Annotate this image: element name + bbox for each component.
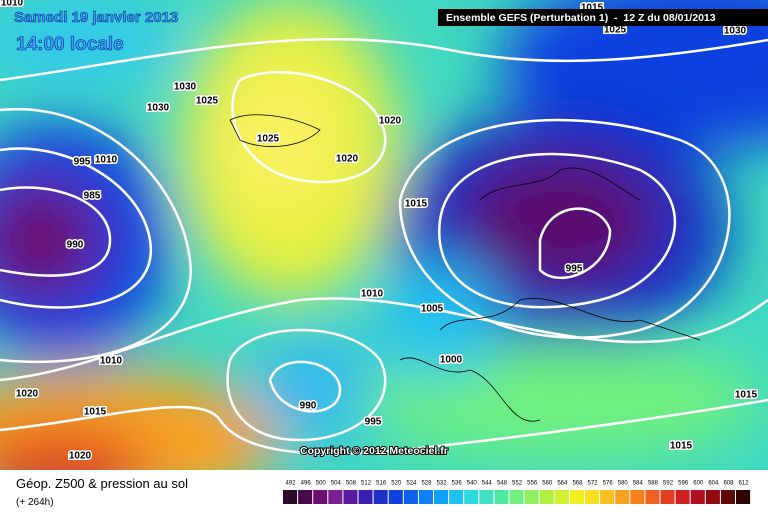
colorbar-swatch xyxy=(615,490,630,504)
colorbar-label: 568 xyxy=(572,481,583,487)
colorbar-label: 504 xyxy=(331,481,342,487)
colorbar-swatch xyxy=(705,490,720,504)
colorbar-swatch xyxy=(313,490,328,504)
caption: Géop. Z500 & pression au sol xyxy=(16,476,188,491)
isobar-label: 1015 xyxy=(735,390,758,401)
colorbar: 492 496 500 504 508 512 516 520 524 528 532 536 540 5… xyxy=(283,481,751,504)
colorbar-swatch xyxy=(675,490,690,504)
colorbar-swatch xyxy=(449,490,464,504)
colorbar-swatch xyxy=(630,490,645,504)
isobar-label: 995 xyxy=(566,264,583,275)
colorbar-swatch xyxy=(358,490,373,504)
isobar-label: 1025 xyxy=(196,96,219,107)
colorbar-swatch xyxy=(539,490,554,504)
colorbar-label: 532 xyxy=(437,481,448,487)
colorbar-swatch xyxy=(509,490,524,504)
colorbar-label: 544 xyxy=(482,481,493,487)
date-title: Samedi 19 janvier 2013 xyxy=(14,9,178,26)
colorbar-label: 564 xyxy=(557,481,568,487)
colorbar-swatch xyxy=(388,490,403,504)
colorbar-label: 492 xyxy=(286,481,297,487)
colorbar-swatch xyxy=(298,490,313,504)
colorbar-label: 520 xyxy=(391,481,402,487)
model-banner xyxy=(438,9,768,26)
isobar-label: 1030 xyxy=(174,82,197,93)
colorbar-label: 584 xyxy=(633,481,644,487)
colorbar-label: 592 xyxy=(663,481,674,487)
colorbar-label: 528 xyxy=(421,481,432,487)
colorbar-label: 524 xyxy=(406,481,417,487)
colorbar-label: 556 xyxy=(527,481,538,487)
isobar-label: 1030 xyxy=(147,103,170,114)
isobar-label: 1020 xyxy=(69,451,92,462)
colorbar-label: 596 xyxy=(678,481,689,487)
isobar-label: 1010 xyxy=(95,155,118,166)
isobar-label: 1015 xyxy=(670,441,693,452)
isobar-label: 1015 xyxy=(405,199,428,210)
colorbar-label: 572 xyxy=(588,481,599,487)
colorbar-label: 580 xyxy=(618,481,629,487)
colorbar-swatch xyxy=(736,490,751,504)
isobar-label: 1020 xyxy=(379,116,402,127)
isobar-label: 985 xyxy=(84,191,101,202)
colorbar-swatch xyxy=(343,490,358,504)
colorbar-label: 516 xyxy=(376,481,387,487)
colorbar-swatch xyxy=(569,490,584,504)
colorbar-label: 540 xyxy=(467,481,478,487)
colorbar-label: 548 xyxy=(497,481,508,487)
colorbar-swatch xyxy=(660,490,675,504)
isobar-label: 1025 xyxy=(257,134,280,145)
isobar-label: 1030 xyxy=(724,26,747,37)
model-info: Ensemble GEFS (Perturbation 1) - 12 Z du… xyxy=(446,12,716,24)
isobar-label: 1020 xyxy=(16,389,39,400)
colorbar-swatch xyxy=(720,490,735,504)
colorbar-label: 536 xyxy=(452,481,463,487)
colorbar-label: 552 xyxy=(512,481,523,487)
colorbar-swatch xyxy=(418,490,433,504)
colorbar-swatch xyxy=(283,490,298,504)
colorbar-label: 576 xyxy=(603,481,614,487)
colorbar-label: 500 xyxy=(316,481,327,487)
colorbar-label: 560 xyxy=(542,481,553,487)
colorbar-label: 588 xyxy=(648,481,659,487)
isobar-label: 1010 xyxy=(1,0,24,9)
isobar-label: 990 xyxy=(300,401,317,412)
lead-time: (+ 264h) xyxy=(16,497,54,508)
colorbar-label: 612 xyxy=(739,481,750,487)
colorbar-swatch xyxy=(328,490,343,504)
isobar-label: 995 xyxy=(74,157,91,168)
colorbar-swatch xyxy=(524,490,539,504)
colorbar-label: 600 xyxy=(693,481,704,487)
isobar-label: 995 xyxy=(365,417,382,428)
colorbar-swatch xyxy=(479,490,494,504)
isobar-label: 1005 xyxy=(421,304,444,315)
colorbar-label: 508 xyxy=(346,481,357,487)
isobar-label: 1015 xyxy=(84,407,107,418)
colorbar-swatch xyxy=(690,490,705,504)
colorbar-swatch xyxy=(403,490,418,504)
colorbar-label: 608 xyxy=(723,481,734,487)
colorbar-swatch xyxy=(645,490,660,504)
isobar-label: 1000 xyxy=(440,355,463,366)
colorbar-swatch xyxy=(434,490,449,504)
isobar-label: 1020 xyxy=(336,154,359,165)
colorbar-swatch xyxy=(464,490,479,504)
colorbar-swatch xyxy=(600,490,615,504)
copyright: Copyright © 2012 Meteociel.fr xyxy=(300,445,448,457)
isobar-label: 1010 xyxy=(361,289,384,300)
colorbar-swatch xyxy=(373,490,388,504)
colorbar-swatch xyxy=(554,490,569,504)
colorbar-label: 604 xyxy=(708,481,719,487)
local-time: 14:00 locale xyxy=(16,34,124,55)
colorbar-label: 512 xyxy=(361,481,372,487)
colorbar-label: 496 xyxy=(301,481,312,487)
isobar-label: 990 xyxy=(67,240,84,251)
colorbar-swatch xyxy=(494,490,509,504)
isobar-label: 1025 xyxy=(604,25,627,36)
isobar-labels: 1010 1015 1025 1030 1030 1025 1030 1020 … xyxy=(0,0,759,463)
isobar-label: 1010 xyxy=(100,356,123,367)
colorbar-swatch xyxy=(585,490,600,504)
